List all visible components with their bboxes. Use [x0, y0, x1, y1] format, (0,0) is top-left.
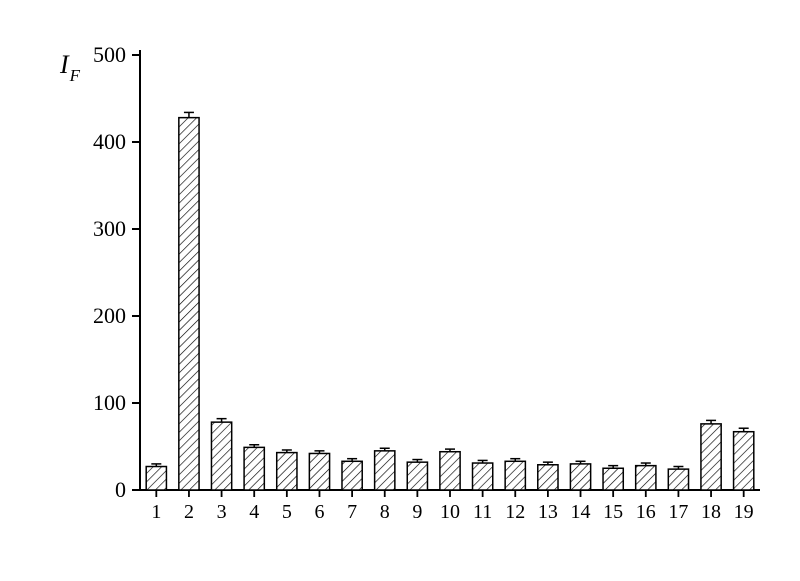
x-tick-label: 9 [412, 501, 422, 523]
bar [603, 468, 623, 490]
y-axis-label: IF [59, 50, 81, 85]
x-tick-label: 3 [217, 501, 227, 523]
bar [179, 118, 199, 490]
x-tick-label: 5 [282, 501, 292, 523]
x-tick-label: 12 [505, 501, 525, 523]
x-tick-label: 8 [380, 501, 390, 523]
bar [505, 461, 525, 490]
x-tick-label: 15 [603, 501, 623, 523]
x-tick-label: 13 [538, 501, 558, 523]
x-tick-label: 10 [440, 501, 460, 523]
x-tick-label: 17 [668, 501, 688, 523]
bar [277, 453, 297, 490]
y-tick-label: 200 [93, 303, 126, 328]
x-tick-label: 18 [701, 501, 721, 523]
bar [538, 465, 558, 490]
bar-chart: 0100200300400500IF1234567891011121314151… [0, 0, 800, 581]
y-tick-label: 500 [93, 42, 126, 67]
x-tick-label: 4 [249, 501, 259, 523]
y-tick-label: 100 [93, 390, 126, 415]
bar [440, 452, 460, 490]
x-tick-label: 16 [636, 501, 656, 523]
bar [309, 453, 329, 490]
x-tick-label: 2 [184, 501, 194, 523]
bar [407, 462, 427, 490]
y-tick-label: 300 [93, 216, 126, 241]
bar [211, 422, 231, 490]
x-tick-label: 19 [734, 501, 754, 523]
y-tick-label: 400 [93, 129, 126, 154]
bar [570, 464, 590, 490]
bar [146, 467, 166, 490]
x-tick-label: 1 [151, 501, 161, 523]
bar [473, 463, 493, 490]
bar [701, 424, 721, 490]
bar [668, 469, 688, 490]
bar [375, 451, 395, 490]
x-tick-label: 14 [571, 501, 591, 523]
x-tick-label: 7 [347, 501, 357, 523]
bar [636, 466, 656, 490]
x-tick-label: 11 [473, 501, 492, 523]
y-tick-label: 0 [115, 477, 126, 502]
bar [734, 432, 754, 490]
x-tick-label: 6 [314, 501, 324, 523]
bar [244, 447, 264, 490]
bar [342, 461, 362, 490]
